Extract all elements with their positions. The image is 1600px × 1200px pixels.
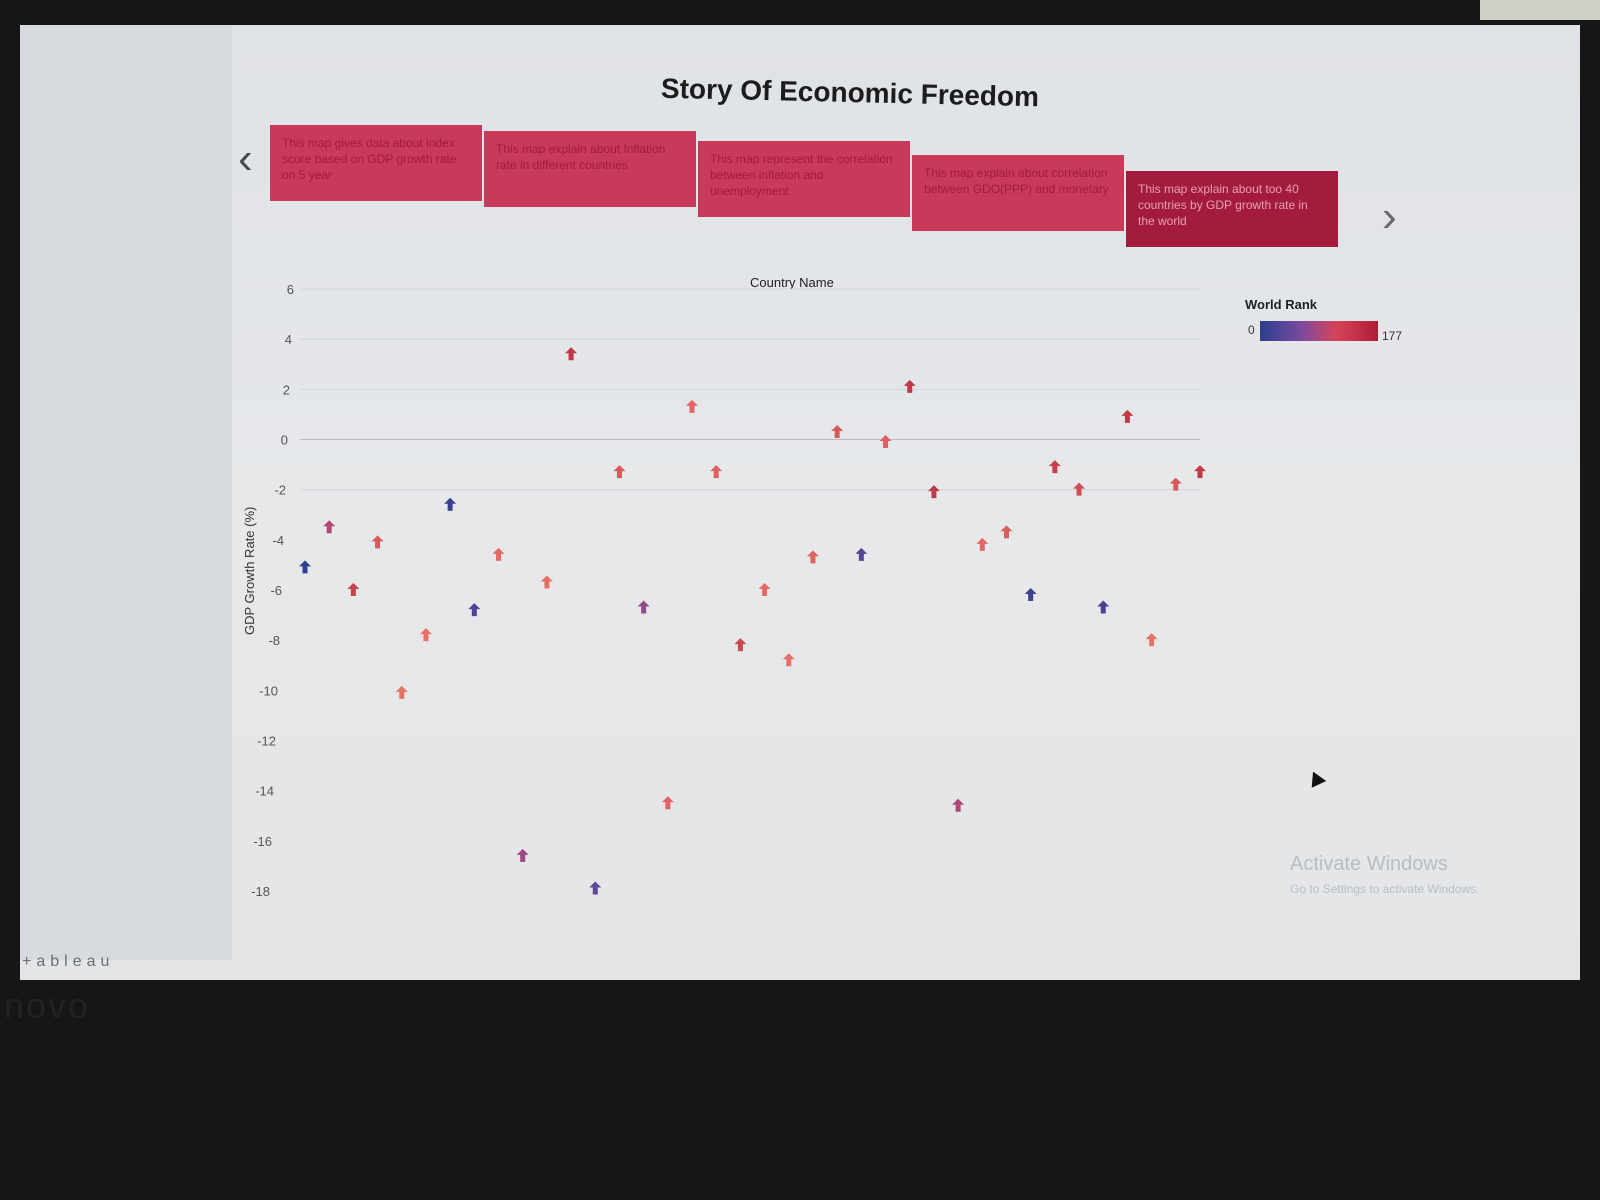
scatter-point-arrow-25[interactable] [879,435,892,449]
scatter-point-arrow-32[interactable] [1048,460,1061,474]
y-tick-label: -8 [268,633,280,648]
story-points-bar: This map gives data about index score ba… [270,125,1400,247]
y-tick-label: 4 [285,332,292,347]
scatter-point-arrow-8[interactable] [468,603,481,617]
scatter-point-arrow-22[interactable] [806,550,819,564]
legend-min-label: 0 [1248,323,1255,337]
scatter-point-arrow-6[interactable] [419,628,432,642]
scatter-point-arrow-13[interactable] [589,881,602,895]
scatter-point-arrow-35[interactable] [1121,409,1134,423]
story-point-caption: This map explain about Inflation rate in… [496,142,666,172]
scatter-point-arrow-3[interactable] [347,583,360,596]
scatter-point-arrow-4[interactable] [371,535,384,549]
scatter-point-arrow-7[interactable] [444,497,457,511]
scatter-point-arrow-34[interactable] [1097,600,1110,614]
story-point-2[interactable]: This map explain about Inflation rate in… [484,131,696,207]
scatter-point-arrow-9[interactable] [492,547,505,561]
scatter-point-arrow-20[interactable] [758,583,771,596]
left-panel [20,25,232,960]
y-tick-label: 0 [281,433,288,448]
story-point-caption: This map explain about too 40 countries … [1138,182,1308,228]
y-tick-label: -6 [270,583,282,598]
scatter-point-arrow-18[interactable] [710,465,723,479]
scatter-point-arrow-26[interactable] [903,379,916,393]
watermark-line-1: Activate Windows [1290,853,1448,875]
y-tick-label: -4 [272,533,284,548]
scatter-point-arrow-1[interactable] [299,560,311,574]
scatter-point-arrow-5[interactable] [395,685,408,699]
story-point-caption: This map explain about correlation betwe… [924,166,1109,196]
scatter-point-arrow-2[interactable] [323,520,336,534]
story-point-caption: This map represent the correlation betwe… [710,152,893,198]
legend-max-label: 177 [1382,329,1403,343]
chevron-left-icon[interactable]: ‹ [238,134,253,183]
scatter-point-arrow-21[interactable] [782,653,795,667]
y-tick-label: -2 [274,483,286,498]
story-point-5[interactable]: This map explain about too 40 countries … [1126,171,1338,247]
y-tick-label: -18 [251,884,270,899]
scatter-plot: 6 4 2 0 -2 -4 -6 -8 -10 -12 -14 -16 -18 [251,282,1206,899]
y-tick-label: -10 [259,683,278,698]
story-point-4[interactable]: This map explain about correlation betwe… [912,155,1124,231]
legend-color-ramp [1260,321,1378,341]
story-point-caption: This map gives data about index score ba… [282,136,457,182]
activate-windows-watermark: Activate Windows Go to Settings to activ… [1290,853,1479,896]
y-tick-label: -14 [255,784,274,799]
scatter-point-arrow-29[interactable] [976,537,989,551]
chevron-right-icon[interactable]: › [1382,192,1397,241]
tableau-logo: +ableau [22,953,115,970]
bezel-glare [1480,0,1600,20]
scatter-point-arrow-16[interactable] [661,796,674,810]
scatter-point-arrow-17[interactable] [686,399,699,413]
y-tick-label: 2 [283,382,290,397]
scatter-point-arrow-12[interactable] [565,347,578,361]
scatter-point-arrow-19[interactable] [734,638,747,652]
scatter-point-arrow-11[interactable] [540,575,553,589]
watermark-line-2: Go to Settings to activate Windows. [1290,882,1480,896]
scatter-point-arrow-37[interactable] [1169,477,1182,491]
tableau-story-screen: Story Of Economic Freedom ‹ › This map g… [20,25,1580,980]
scatter-point-arrow-33[interactable] [1073,482,1086,496]
scatter-point-arrow-10[interactable] [516,848,529,862]
y-tick-label: 6 [287,282,294,297]
scatter-point-arrow-31[interactable] [1024,588,1037,602]
bottom-toolbar [20,960,1580,980]
x-axis-title: Country Name [750,275,834,290]
laptop-brand: novo [4,985,91,1026]
y-tick-label: -16 [253,834,272,849]
story-point-1[interactable]: This map gives data about index score ba… [270,125,482,201]
scatter-point-arrow-30[interactable] [1000,525,1013,539]
scatter-point-arrow-23[interactable] [831,424,844,438]
scatter-point-arrow-24[interactable] [855,547,868,561]
scatter-point-arrow-14[interactable] [613,465,626,479]
story-point-3[interactable]: This map represent the correlation betwe… [698,141,910,217]
y-tick-label: -12 [257,734,276,749]
scatter-point-arrow-28[interactable] [952,798,965,812]
scatter-point-arrow-15[interactable] [637,600,650,614]
scatter-point-arrow-27[interactable] [927,485,940,499]
scatter-point-arrow-36[interactable] [1145,633,1158,647]
legend-title: World Rank [1245,297,1317,312]
scatter-point-arrow-38[interactable] [1194,465,1206,479]
